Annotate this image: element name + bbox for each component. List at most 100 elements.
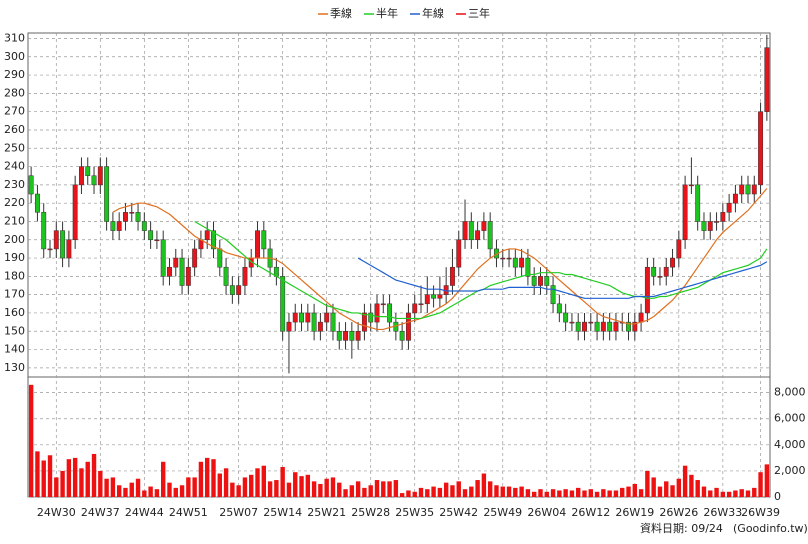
volume-bar [563, 489, 568, 497]
volume-bar [626, 486, 631, 497]
x-tick-label: 25W14 [263, 506, 302, 519]
y-tick-label: 220 [4, 196, 25, 209]
x-tick-label: 25W35 [395, 506, 434, 519]
x-tick-label: 26W12 [571, 506, 610, 519]
volume-bar [676, 478, 682, 497]
x-tick-label: 25W07 [219, 506, 258, 519]
volume-bar [280, 467, 285, 497]
candle-body [487, 221, 493, 250]
volume-bar [66, 459, 72, 497]
volume-bar [469, 486, 474, 497]
volume-bar [506, 486, 512, 497]
candle-body [110, 221, 116, 231]
candle-body [613, 321, 619, 332]
candle-body [286, 321, 292, 332]
volume-bar [500, 486, 505, 497]
candle-body [531, 276, 537, 286]
y-tick-label: 130 [4, 361, 25, 374]
candle-body [651, 266, 657, 277]
candle-body [575, 321, 581, 332]
legend-label: 半年 [376, 6, 398, 20]
volume-bar [104, 478, 109, 497]
candle-body [632, 321, 638, 332]
candle-body [148, 230, 154, 241]
candle-body [751, 184, 757, 195]
candle-body [688, 184, 694, 187]
y-tick-label: 300 [4, 50, 25, 63]
volume-bar [462, 489, 468, 497]
candle-body [695, 184, 701, 222]
volume-bar [726, 491, 732, 497]
volume-bar [160, 461, 166, 497]
candle-body [682, 184, 688, 241]
candle-body [173, 257, 179, 268]
candle-body [349, 331, 355, 341]
volume-bar [72, 457, 78, 497]
candle-body [638, 312, 644, 323]
x-tick-label: 24W37 [81, 506, 120, 519]
volume-bar [47, 455, 53, 497]
y2-tick-label: 4,000 [774, 438, 806, 451]
volume-bar [399, 493, 405, 497]
candle-body [569, 321, 575, 324]
volume-bar [764, 464, 770, 497]
candle-body [745, 184, 751, 195]
candle-body [229, 285, 235, 295]
candle-body [550, 285, 556, 305]
volume-bar [550, 489, 556, 497]
volume-bar [324, 478, 329, 497]
candle-body [412, 303, 418, 314]
candle-body [556, 303, 562, 314]
y-tick-label: 140 [4, 343, 25, 356]
candle-body [380, 303, 386, 306]
volume-bar [557, 490, 562, 497]
volume-bar [393, 480, 399, 497]
candle-body [538, 276, 543, 286]
candle-body [343, 331, 349, 341]
volume-bar [487, 481, 493, 497]
candle-body [670, 257, 675, 268]
y-tick-label: 190 [4, 251, 25, 264]
volume-bar [198, 461, 204, 497]
volume-bar [645, 470, 650, 497]
volume-bar [387, 481, 392, 497]
candle-body [299, 312, 304, 323]
candle-body [399, 331, 405, 341]
y2-tick-label: 8,000 [774, 386, 806, 399]
volume-bar [337, 482, 342, 497]
y-tick-label: 210 [4, 214, 25, 227]
candle-body [97, 166, 103, 186]
candle-body [544, 276, 550, 286]
volume-bar [98, 470, 103, 497]
volume-bar [123, 487, 128, 497]
candle-body [53, 230, 59, 250]
candle-body [437, 294, 443, 299]
volume-bar [362, 487, 367, 497]
candle-body [261, 230, 267, 250]
x-tick-label: 25W28 [351, 506, 390, 519]
x-tick-label: 24W30 [37, 506, 76, 519]
x-tick-label: 26W04 [527, 506, 566, 519]
y2-tick-label: 0 [774, 490, 781, 503]
y-tick-label: 280 [4, 86, 25, 99]
volume-bar [85, 461, 90, 497]
volume-bar [745, 490, 751, 497]
candle-body [701, 221, 707, 231]
y-tick-label: 230 [4, 178, 25, 191]
y2-tick-label: 2,000 [774, 464, 806, 477]
volume-bar [110, 477, 116, 497]
volume-bar [708, 490, 713, 497]
x-tick-label: 26W33 [703, 506, 742, 519]
candle-body [732, 193, 738, 204]
volume-bar [381, 481, 386, 497]
volume-bar [186, 477, 191, 497]
volume-bar [701, 486, 707, 497]
candle-body [500, 257, 506, 260]
y-tick-label: 150 [4, 324, 25, 337]
volume-bar [299, 476, 304, 497]
candle-body [141, 221, 147, 231]
candle-body [468, 221, 474, 241]
candle-body [336, 331, 342, 341]
candle-body [330, 312, 336, 332]
volume-bar [311, 481, 317, 497]
